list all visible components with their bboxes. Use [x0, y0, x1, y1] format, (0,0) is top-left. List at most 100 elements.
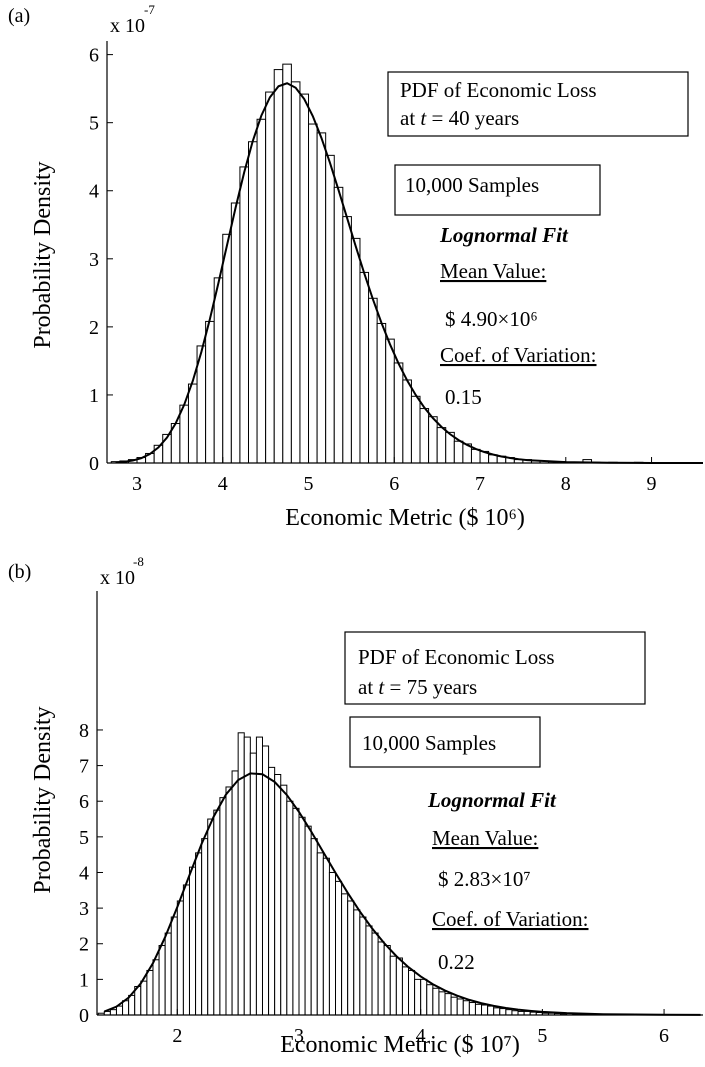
- bar: [122, 1000, 130, 1016]
- annotation-part: = 75 years: [384, 675, 477, 699]
- mean-label: Mean Value:: [432, 826, 538, 850]
- y-tick-label: 2: [89, 317, 99, 339]
- bar: [290, 81, 301, 464]
- bar: [432, 987, 440, 1016]
- panel: 0 1 2 3 4 5 6 3 4 5 6 7 8 9 (a) x 10-7 Probability Densi…: [8, 2, 704, 531]
- bar: [231, 770, 239, 1016]
- bar: [341, 893, 349, 1016]
- bar: [401, 966, 410, 1016]
- bar: [408, 969, 416, 1016]
- bar: [368, 297, 378, 464]
- y-tick-label: 0: [79, 1005, 89, 1027]
- y-tick-label: 8: [79, 720, 89, 742]
- bar: [342, 216, 352, 464]
- bar: [468, 1002, 476, 1016]
- fit-title: Lognormal Fit: [427, 788, 557, 812]
- y-tick-label: 5: [89, 113, 99, 135]
- samples-box: [394, 164, 601, 216]
- bar: [188, 866, 197, 1016]
- bar: [393, 362, 404, 464]
- bar: [298, 816, 306, 1016]
- x-axis-label: Economic Metric ($ 10⁷): [280, 1032, 520, 1058]
- y-tick-label: 4: [79, 862, 89, 884]
- bar: [453, 440, 464, 464]
- bar: [225, 786, 233, 1016]
- y-tick-label: 5: [79, 827, 89, 849]
- annotation-part: t: [378, 675, 385, 699]
- bar: [383, 945, 391, 1016]
- bar: [350, 237, 361, 464]
- fit-curve: [103, 772, 701, 1016]
- fit-curve: [115, 82, 704, 464]
- bar: [243, 736, 251, 1016]
- bar: [247, 141, 258, 464]
- bar: [292, 807, 300, 1016]
- bar: [450, 996, 458, 1016]
- cov-label: Coef. of Variation:: [432, 907, 589, 931]
- annotation-text: PDF of Economic Loss: [400, 78, 597, 102]
- bar: [256, 118, 267, 464]
- bar: [282, 63, 292, 464]
- y-tick-label: 0: [89, 453, 99, 475]
- bar: [410, 395, 421, 464]
- bar: [128, 994, 136, 1016]
- bar: [436, 427, 447, 464]
- bar: [158, 945, 166, 1016]
- bar: [419, 408, 430, 464]
- bar: [140, 980, 148, 1016]
- annotation-part: at: [358, 675, 378, 699]
- x-tick-label: 6: [389, 473, 399, 495]
- y-multiplier: x 10: [100, 567, 135, 589]
- y-tick-label: 1: [79, 969, 89, 991]
- bar: [402, 379, 412, 464]
- bar: [304, 825, 312, 1016]
- bar: [335, 880, 343, 1016]
- bar: [376, 322, 387, 464]
- annotation-text: at t = 40 years: [400, 106, 519, 130]
- bar: [470, 448, 481, 464]
- annotation-text: PDF of Economic Loss: [358, 645, 555, 669]
- bar: [182, 884, 190, 1016]
- bar: [268, 766, 276, 1016]
- bar: [499, 1008, 507, 1016]
- y-tick-label: 2: [79, 934, 89, 956]
- bar: [371, 932, 379, 1016]
- bar: [280, 784, 288, 1016]
- bar: [179, 404, 189, 464]
- bar: [359, 916, 367, 1016]
- annotation-part: at: [400, 106, 420, 130]
- bar: [359, 271, 370, 464]
- y-exponent: -7: [144, 2, 155, 17]
- bar: [377, 941, 385, 1016]
- x-tick-label: 3: [294, 1025, 304, 1047]
- annotation-box: [387, 71, 689, 137]
- bar: [328, 871, 337, 1016]
- bar: [273, 69, 284, 464]
- bar: [493, 1007, 501, 1016]
- x-axis-label: Economic Metric ($ 10⁶): [285, 505, 525, 531]
- y-tick-label: 1: [89, 385, 99, 407]
- bar: [230, 202, 241, 464]
- bar: [365, 925, 373, 1016]
- bar: [308, 123, 318, 464]
- bar: [444, 993, 452, 1016]
- bar: [237, 732, 245, 1016]
- bar: [474, 1003, 483, 1016]
- x-tick-label: 5: [537, 1025, 547, 1047]
- panel-label: (b): [8, 561, 31, 583]
- bar: [426, 984, 434, 1016]
- annotation-text: at t = 75 years: [358, 675, 477, 699]
- bar: [213, 277, 224, 464]
- bar: [322, 857, 330, 1016]
- bar: [347, 900, 355, 1016]
- bar: [146, 969, 154, 1016]
- bar: [170, 916, 178, 1016]
- bar: [255, 736, 263, 1016]
- x-tick-label: 6: [659, 1025, 669, 1047]
- panel: 0 1 2 3 4 5 6 7 8 2 3 4 5 6 (b) x 10-8 Probability Densi…: [8, 554, 703, 1058]
- bar: [414, 978, 422, 1016]
- x-tick-label: 2: [172, 1025, 182, 1047]
- bar: [462, 1000, 470, 1016]
- bar: [239, 166, 249, 464]
- bar: [201, 838, 209, 1016]
